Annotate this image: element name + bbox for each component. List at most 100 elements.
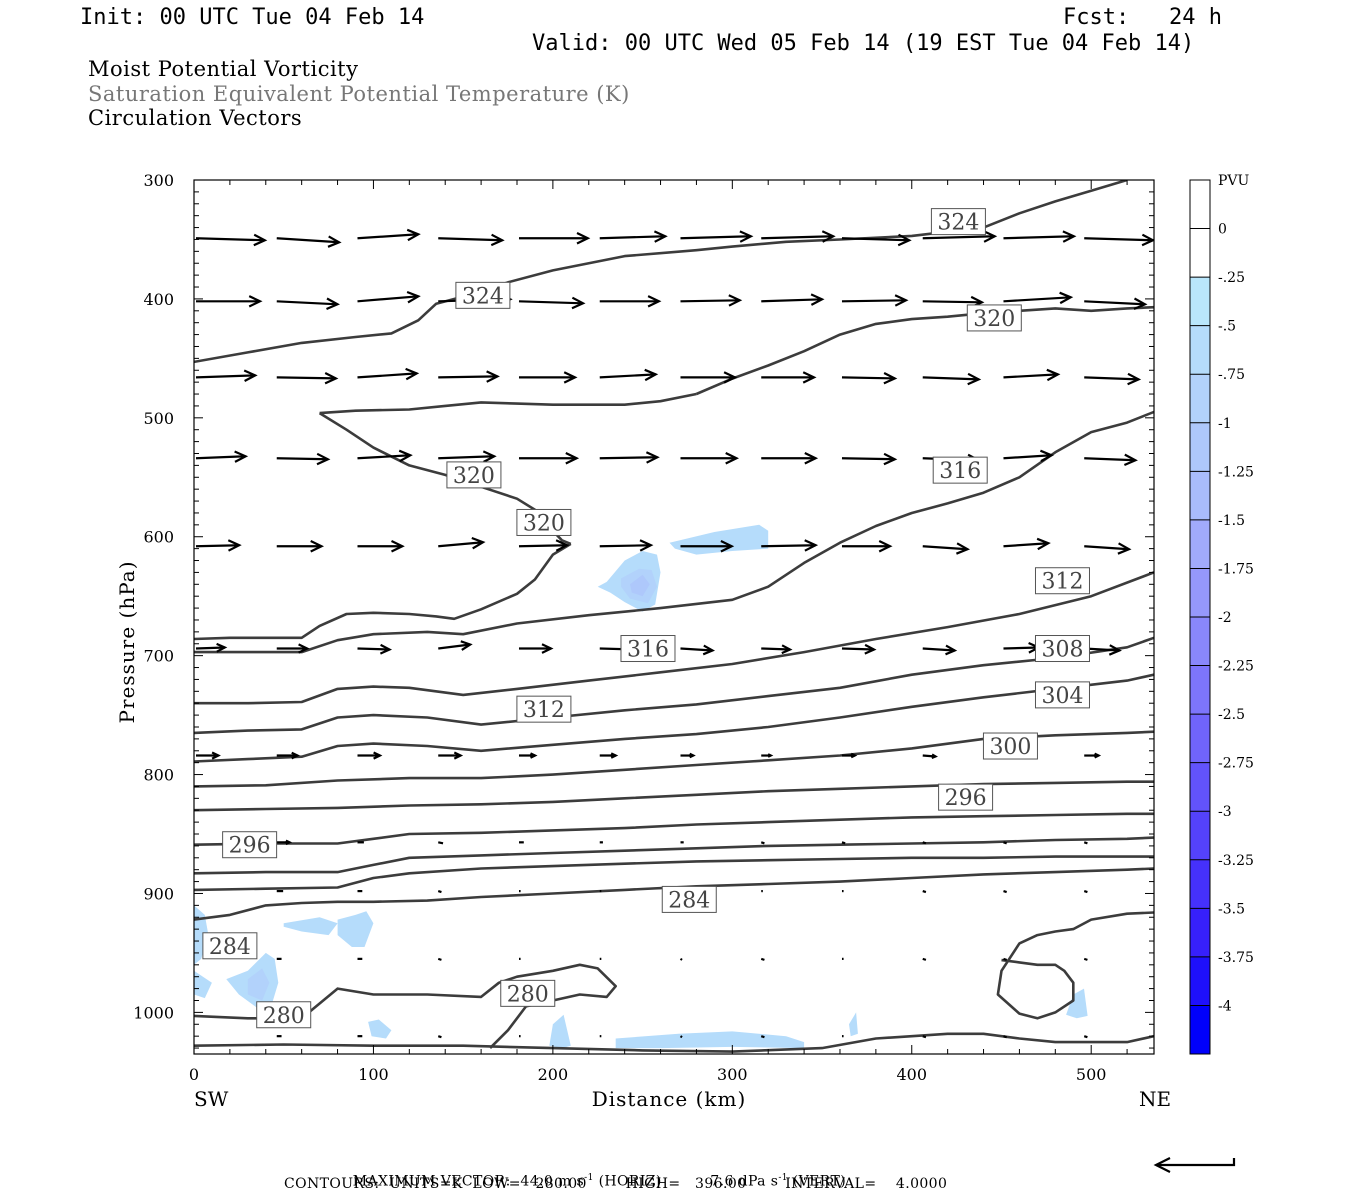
vector-head (945, 644, 958, 656)
vector-arrow (1003, 641, 1042, 654)
contour-label-280: 280 (500, 979, 556, 1007)
colorbar-tick-label: -1.25 (1218, 464, 1254, 480)
contour-label-box (1034, 635, 1090, 663)
vector-head (471, 536, 486, 550)
vector-arrow (760, 841, 765, 845)
vector-head (967, 372, 982, 386)
vector-head (810, 293, 825, 306)
vector-arrow (518, 296, 586, 310)
colorbar-segment (1190, 325, 1210, 375)
vector-arrow (680, 644, 716, 656)
colorbar-tick-label: -3.25 (1218, 853, 1254, 869)
vector-head (864, 643, 877, 655)
contour-label-box (930, 208, 986, 236)
colorbar-tick-label: -2.5 (1218, 707, 1245, 723)
thetae-contour-10 (194, 780, 1154, 812)
colorbar-segment (1190, 471, 1210, 520)
colorbar-tick-label: -1.5 (1218, 513, 1245, 529)
vector-arrow (841, 372, 898, 385)
pv-patch-10 (368, 1019, 392, 1039)
vector-arrow (1003, 449, 1055, 463)
forecast-hour: Fcst: 24 h (1063, 5, 1222, 30)
vector-shaft (438, 237, 503, 242)
contour-label-box (1034, 567, 1090, 595)
vector-arrow (761, 371, 817, 384)
contour-label-text: 320 (973, 307, 1015, 332)
vector-shaft (276, 300, 338, 306)
vector-shaft (195, 646, 225, 650)
pv-patch-2 (630, 574, 650, 597)
vector-arrow (761, 753, 774, 758)
pv-shading-layer (194, 524, 1088, 1049)
vector-head (894, 294, 909, 307)
vector-head (723, 371, 738, 384)
vector-shaft (437, 1035, 442, 1039)
thetae-contour-17 (194, 1032, 1154, 1053)
vector-head (571, 296, 586, 310)
vector-head (253, 233, 268, 247)
vector-head (576, 232, 591, 245)
contour-label-308: 308 (1034, 635, 1090, 663)
vector-arrow (599, 230, 668, 243)
vector-arrow (276, 751, 300, 760)
vector-shaft (518, 300, 584, 305)
vector-arrow (1003, 841, 1008, 845)
pv-patch-14 (849, 1012, 858, 1037)
vector-arrow (1003, 957, 1008, 961)
vector-arrow (276, 235, 342, 248)
colorbar-tick-label: -1.75 (1218, 561, 1254, 577)
max-vector-vert: 7.6 dPa s (710, 1173, 779, 1190)
contour-label-text: 324 (937, 211, 979, 236)
vector-arrow (922, 1035, 927, 1039)
contour-label-text: 284 (668, 888, 710, 913)
colorbar-tick-label: -.25 (1218, 270, 1245, 286)
colorbar: PVU 0 -.25 -.5 -.75 -1 -1.25 -1.5 -1.75 -2 -2.25 -2… (1189, 173, 1254, 1055)
vector-arrow (922, 230, 998, 243)
vector-head (406, 290, 421, 304)
vector-head (644, 368, 659, 382)
vector-shaft (1003, 841, 1008, 845)
vector-head (689, 752, 696, 759)
vector-arrow (680, 752, 696, 759)
vector-shaft (922, 890, 927, 894)
vector-head (486, 370, 500, 383)
colorbar-segment (1190, 665, 1210, 715)
vector-head (460, 640, 473, 651)
contour-label-text: 312 (523, 698, 565, 723)
vector-arrow (760, 957, 765, 961)
contour-label-296: 296 (938, 783, 994, 811)
vector-shaft (437, 890, 442, 894)
vector-head (983, 230, 998, 243)
vector-arrow (680, 540, 735, 553)
vector-head (327, 235, 342, 248)
vector-arrow (196, 295, 263, 308)
vector-shaft (760, 957, 765, 961)
vector-arrow (357, 751, 383, 760)
y-tick-label: 400 (143, 290, 174, 309)
vector-shaft (922, 841, 927, 845)
vector-shaft (841, 237, 910, 242)
contour-label-text: 320 (523, 511, 565, 536)
vector-head (555, 539, 570, 552)
contour-label-text: 320 (453, 464, 495, 489)
vector-head (883, 372, 898, 385)
vector-arrow (195, 233, 268, 247)
contour-label-box (1034, 681, 1090, 709)
x-axis-title: Distance (km) (592, 1087, 747, 1111)
vector-shaft (357, 372, 417, 379)
contour-label-280: 280 (256, 1001, 312, 1029)
vector-arrow (195, 539, 242, 552)
vector-shaft (761, 235, 834, 240)
contour-label-320: 320 (516, 508, 572, 536)
vector-arrow (196, 751, 221, 760)
vector-arrow (438, 841, 444, 845)
vector-arrow (1003, 1035, 1008, 1039)
vector-head (482, 450, 497, 463)
contour-label-box (455, 281, 511, 309)
vector-arrow (1003, 537, 1051, 551)
x-tick-label: 200 (538, 1065, 569, 1084)
vector-shaft (1084, 376, 1139, 381)
vector-arrow (357, 449, 413, 463)
vector-shaft (760, 1035, 765, 1039)
vector-arrow (276, 839, 293, 846)
